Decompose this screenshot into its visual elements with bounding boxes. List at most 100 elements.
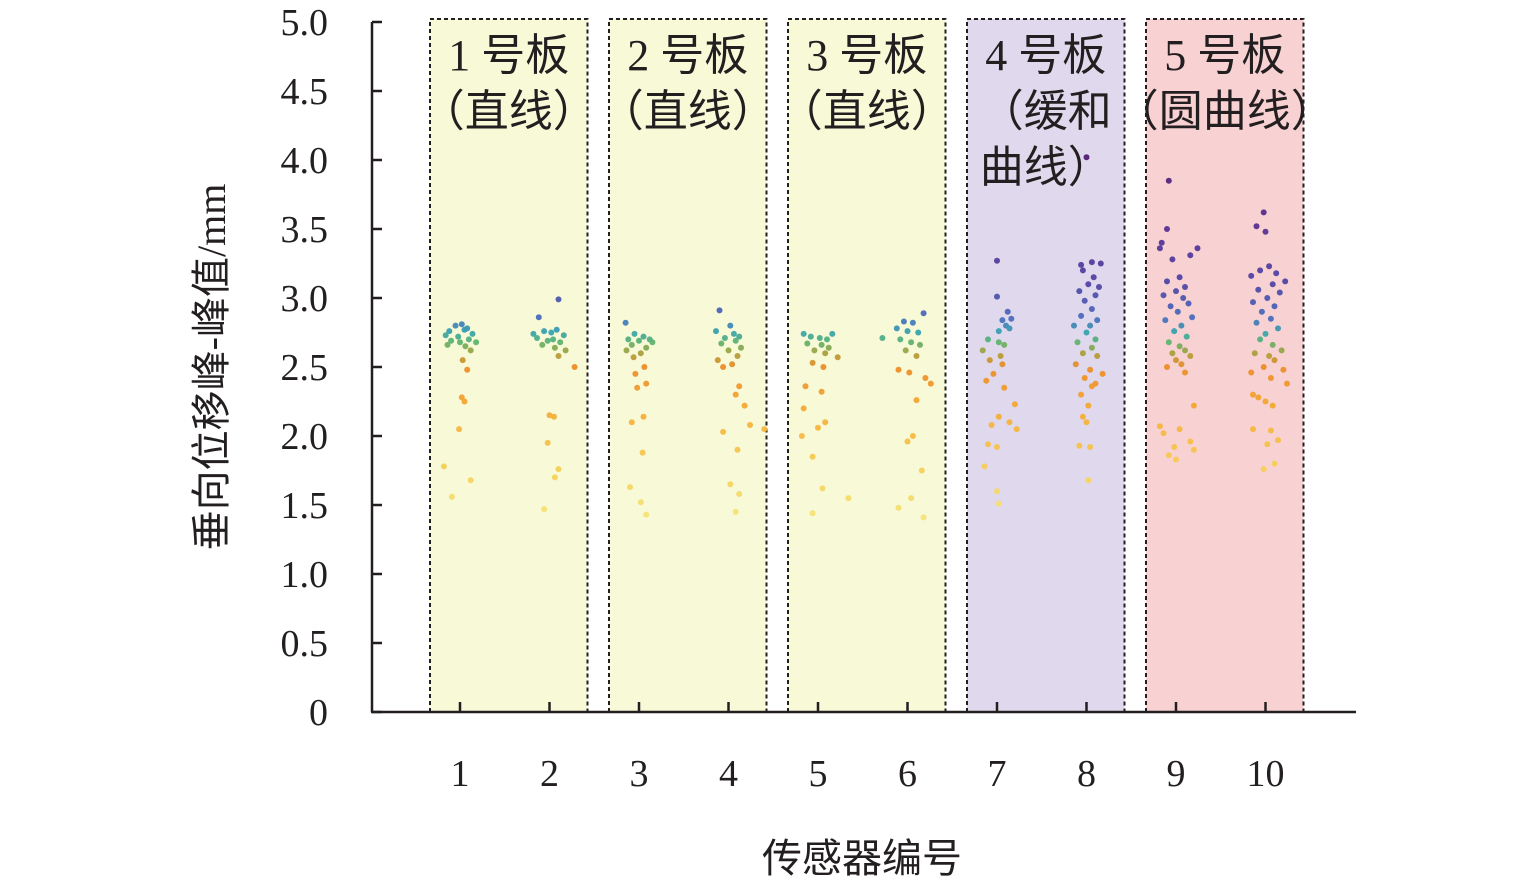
point-sensor-6-19: [918, 467, 925, 474]
point-sensor-1-20: [440, 463, 447, 470]
x-tick-label: 3: [630, 753, 649, 795]
point-sensor-5-11: [809, 359, 816, 366]
point-sensor-1-5: [442, 332, 449, 339]
point-sensor-2-15: [571, 364, 578, 370]
point-sensor-2-12: [551, 344, 558, 351]
point-sensor-10-37: [1264, 441, 1271, 448]
x-tick-label: 5: [809, 753, 828, 795]
point-sensor-2-13: [562, 347, 569, 354]
point-sensor-9-8: [1164, 278, 1170, 285]
point-sensor-3-14: [643, 380, 650, 387]
point-sensor-8-27: [1088, 383, 1095, 390]
panel-board-2: [608, 18, 768, 713]
point-sensor-8-21: [1094, 353, 1101, 359]
point-sensor-9-10: [1173, 288, 1179, 295]
point-sensor-5-18: [798, 433, 805, 439]
point-sensor-4-6: [732, 337, 739, 344]
point-sensor-9-2: [1158, 239, 1165, 246]
point-sensor-10-10: [1276, 289, 1283, 296]
point-sensor-7-6: [995, 328, 1002, 335]
panel-board-3: [787, 18, 947, 713]
point-sensor-1-10: [457, 339, 463, 346]
point-sensor-7-7: [1006, 325, 1013, 332]
point-sensor-10-36: [1275, 437, 1281, 444]
point-sensor-4-23: [732, 508, 739, 515]
point-sensor-1-0: [446, 328, 453, 335]
point-sensor-1-9: [448, 337, 455, 344]
point-sensor-9-24: [1169, 350, 1176, 357]
point-sensor-5-13: [802, 383, 809, 390]
panel-label-4-line3: 曲线）: [980, 143, 1112, 192]
point-sensor-5-20: [819, 485, 826, 492]
point-sensor-2-10: [557, 339, 564, 346]
point-sensor-10-7: [1282, 278, 1289, 285]
point-sensor-3-15: [634, 384, 641, 391]
point-sensor-3-7: [628, 341, 635, 348]
point-sensor-9-1: [1164, 226, 1170, 232]
point-sensor-10-32: [1262, 398, 1269, 405]
point-sensor-4-15: [732, 391, 739, 398]
data-points: [440, 154, 1290, 521]
point-sensor-5-3: [824, 336, 830, 343]
point-sensor-4-0: [716, 307, 723, 314]
point-sensor-1-16: [464, 366, 471, 373]
point-sensor-7-15: [990, 370, 997, 377]
point-sensor-3-16: [640, 413, 647, 420]
point-sensor-5-14: [818, 388, 825, 395]
x-tick-label: 4: [719, 753, 738, 795]
point-sensor-10-16: [1253, 319, 1260, 326]
point-sensor-9-7: [1176, 274, 1183, 281]
point-sensor-10-6: [1248, 272, 1255, 279]
point-sensor-10-14: [1258, 308, 1265, 315]
point-sensor-9-34: [1187, 438, 1194, 445]
point-sensor-2-9: [544, 337, 551, 344]
point-sensor-9-3: [1194, 245, 1201, 252]
point-sensor-9-30: [1190, 402, 1197, 409]
point-sensor-7-0: [994, 257, 1000, 264]
y-tick-label: 3.0: [281, 278, 329, 320]
point-sensor-8-24: [1099, 370, 1106, 377]
point-sensor-7-16: [983, 377, 990, 384]
point-sensor-6-3: [893, 325, 900, 332]
point-sensor-8-30: [1079, 413, 1086, 420]
point-sensor-7-12: [997, 353, 1004, 359]
point-sensor-2-20: [551, 474, 558, 481]
point-sensor-9-18: [1178, 322, 1185, 329]
point-sensor-6-21: [895, 504, 902, 511]
point-sensor-9-11: [1160, 292, 1167, 299]
point-sensor-9-15: [1174, 308, 1181, 315]
point-sensor-3-0: [622, 319, 629, 326]
point-sensor-10-9: [1255, 286, 1262, 293]
y-tick-label: 2.0: [281, 416, 329, 458]
point-sensor-5-1: [807, 333, 814, 340]
y-tick-label: 4.0: [281, 140, 329, 182]
point-sensor-6-8: [908, 339, 915, 346]
point-sensor-8-0: [1083, 154, 1090, 161]
point-sensor-10-18: [1262, 330, 1269, 337]
point-sensor-1-2: [458, 321, 465, 328]
point-sensor-10-26: [1280, 366, 1287, 373]
point-sensor-5-10: [834, 354, 841, 361]
panel-label-5-line2: （圆曲线）: [1115, 87, 1335, 136]
point-sensor-9-17: [1162, 317, 1169, 324]
point-sensor-8-10: [1081, 297, 1088, 304]
x-tick-label: 2: [540, 753, 559, 795]
point-sensor-5-19: [809, 453, 816, 460]
point-sensor-4-22: [736, 491, 743, 497]
point-sensor-7-22: [1013, 426, 1020, 433]
point-sensor-4-19: [720, 428, 727, 435]
point-sensor-4-16: [741, 402, 748, 409]
point-sensor-9-26: [1173, 357, 1179, 364]
point-sensor-8-8: [1076, 288, 1083, 295]
y-tick-label: 5.0: [281, 2, 329, 44]
panel-board-4: [966, 18, 1126, 713]
point-sensor-10-28: [1267, 375, 1274, 381]
point-sensor-9-20: [1183, 333, 1190, 340]
point-sensor-3-19: [627, 484, 633, 491]
point-sensor-1-13: [462, 343, 469, 350]
point-sensor-7-4: [999, 317, 1006, 324]
point-sensor-6-7: [897, 336, 904, 343]
point-sensor-9-4: [1156, 245, 1163, 252]
point-sensor-6-20: [908, 495, 915, 502]
point-sensor-8-32: [1076, 442, 1083, 449]
